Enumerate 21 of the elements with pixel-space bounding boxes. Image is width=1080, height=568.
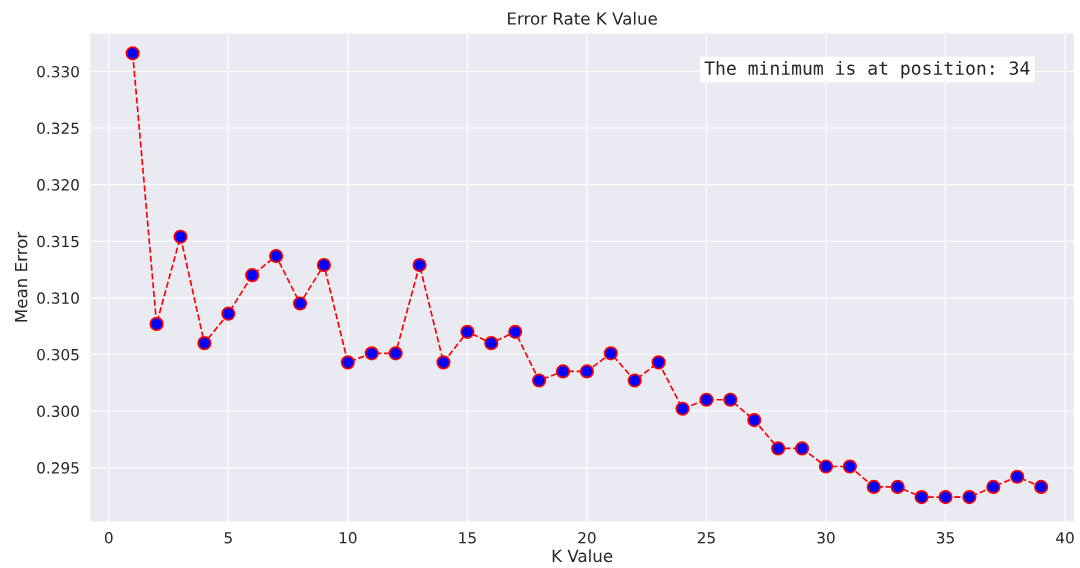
x-tick-label: 10 [339, 531, 357, 544]
x-tick-label: 35 [936, 531, 954, 544]
y-tick-label: 0.295 [37, 462, 79, 474]
x-tick-label: 30 [817, 531, 835, 544]
annotation: The minimum is at position: 34 [704, 60, 1030, 79]
x-tick-label: 40 [1056, 531, 1074, 544]
y-tick-label: 0.315 [37, 235, 79, 248]
x-tick-label: 0 [104, 531, 113, 544]
y-tick-label: 0.320 [37, 179, 79, 191]
y-tick-label: 0.305 [37, 348, 79, 361]
x-tick-label: 15 [459, 532, 476, 544]
x-tick-label: 5 [224, 532, 232, 544]
y-tick-label: 0.300 [37, 405, 79, 418]
y-axis-title: Mean Error [15, 231, 28, 322]
y-tick-label: 0.330 [37, 65, 79, 78]
chart-title: Error Rate K Value [508, 11, 657, 25]
x-tick-label: 25 [697, 531, 715, 544]
y-tick-label: 0.310 [37, 292, 79, 304]
y-tick-label: 0.325 [37, 122, 79, 135]
x-axis-title: K Value [552, 549, 613, 563]
x-tick-label: 20 [578, 531, 596, 544]
